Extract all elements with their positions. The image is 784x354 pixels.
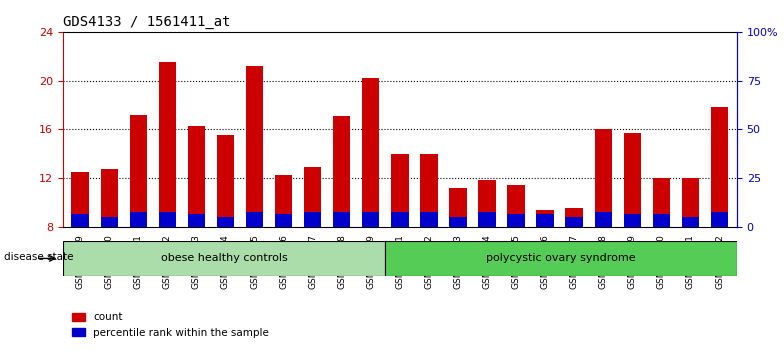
Bar bbox=[652, 178, 670, 227]
Bar bbox=[187, 126, 205, 227]
Bar bbox=[71, 172, 89, 227]
Bar bbox=[449, 217, 466, 227]
Bar bbox=[158, 62, 176, 227]
Bar bbox=[391, 154, 408, 227]
Legend: count, percentile rank within the sample: count, percentile rank within the sample bbox=[68, 308, 273, 342]
Bar bbox=[362, 212, 379, 227]
Bar bbox=[478, 180, 495, 227]
Bar bbox=[246, 212, 263, 227]
Text: obese healthy controls: obese healthy controls bbox=[161, 253, 287, 263]
Bar bbox=[507, 185, 524, 227]
Bar bbox=[623, 215, 641, 227]
Bar bbox=[333, 212, 350, 227]
Bar bbox=[275, 176, 292, 227]
Bar bbox=[565, 208, 583, 227]
Bar bbox=[100, 217, 118, 227]
Bar bbox=[652, 215, 670, 227]
Text: GDS4133 / 1561411_at: GDS4133 / 1561411_at bbox=[63, 16, 230, 29]
Bar bbox=[362, 78, 379, 227]
Bar bbox=[391, 212, 408, 227]
Bar bbox=[594, 212, 612, 227]
Bar bbox=[71, 215, 89, 227]
Bar bbox=[333, 116, 350, 227]
Bar bbox=[304, 212, 321, 227]
Bar bbox=[507, 215, 524, 227]
Text: disease state: disease state bbox=[4, 252, 74, 262]
Bar bbox=[594, 129, 612, 227]
Bar bbox=[449, 188, 466, 227]
Bar bbox=[129, 212, 147, 227]
Bar bbox=[478, 212, 495, 227]
Bar bbox=[536, 215, 554, 227]
Bar bbox=[158, 212, 176, 227]
FancyBboxPatch shape bbox=[63, 241, 385, 276]
Bar bbox=[682, 178, 699, 227]
Bar bbox=[246, 66, 263, 227]
Bar bbox=[711, 107, 728, 227]
Bar bbox=[275, 215, 292, 227]
Bar bbox=[129, 115, 147, 227]
Bar bbox=[187, 215, 205, 227]
Bar bbox=[536, 210, 554, 227]
Bar bbox=[711, 212, 728, 227]
FancyBboxPatch shape bbox=[385, 241, 737, 276]
Bar bbox=[682, 217, 699, 227]
Bar bbox=[420, 154, 437, 227]
Text: polycystic ovary syndrome: polycystic ovary syndrome bbox=[486, 253, 636, 263]
Bar bbox=[100, 169, 118, 227]
Bar bbox=[216, 135, 234, 227]
Bar bbox=[420, 212, 437, 227]
Bar bbox=[216, 217, 234, 227]
Bar bbox=[565, 217, 583, 227]
Bar bbox=[304, 167, 321, 227]
Bar bbox=[623, 133, 641, 227]
